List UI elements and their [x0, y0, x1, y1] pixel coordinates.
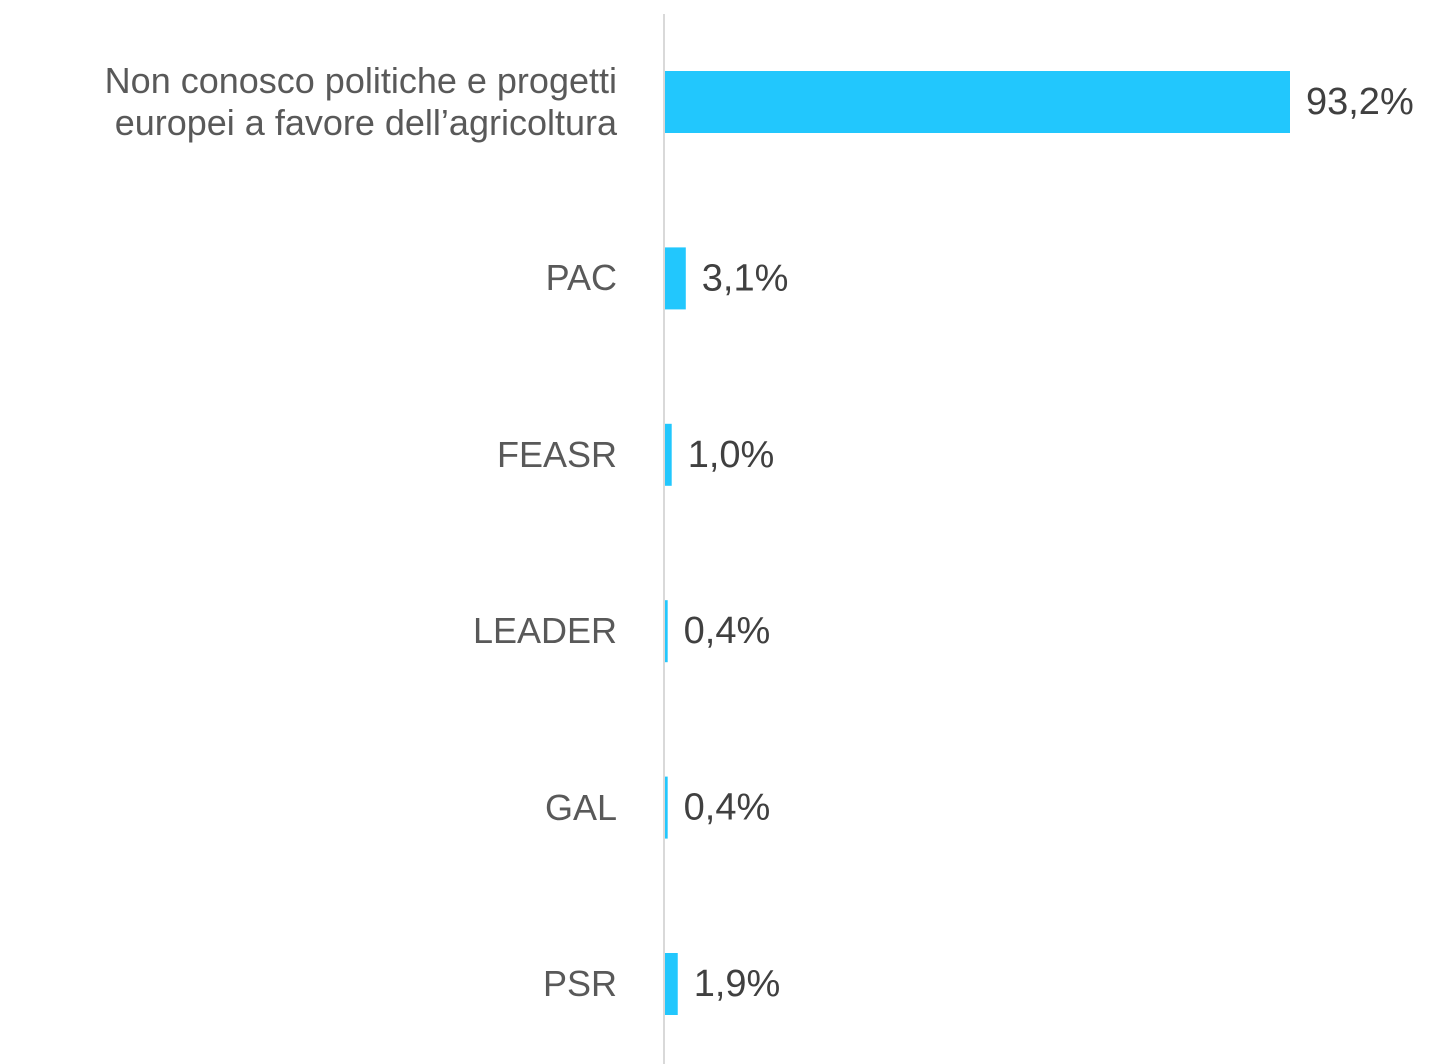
bar — [665, 423, 672, 486]
category-label: GAL — [544, 786, 617, 828]
category-label: FEASR — [496, 433, 617, 475]
category-label: Non conosco politiche e progetti europei… — [104, 60, 617, 143]
bar — [665, 776, 668, 839]
category-label: LEADER — [472, 610, 617, 652]
bar — [665, 600, 668, 663]
category-label: PSR — [542, 963, 617, 1004]
value-label: 0,4% — [684, 787, 771, 829]
value-label: 3,1% — [702, 257, 789, 299]
value-label: 0,4% — [684, 610, 771, 652]
category-label: PAC — [545, 257, 617, 299]
bar — [665, 247, 686, 310]
value-label: 1,0% — [688, 434, 775, 476]
bar — [665, 953, 678, 1015]
value-label: 93,2% — [1306, 81, 1414, 123]
value-label: 1,9% — [694, 963, 781, 1005]
bar — [665, 71, 1290, 133]
